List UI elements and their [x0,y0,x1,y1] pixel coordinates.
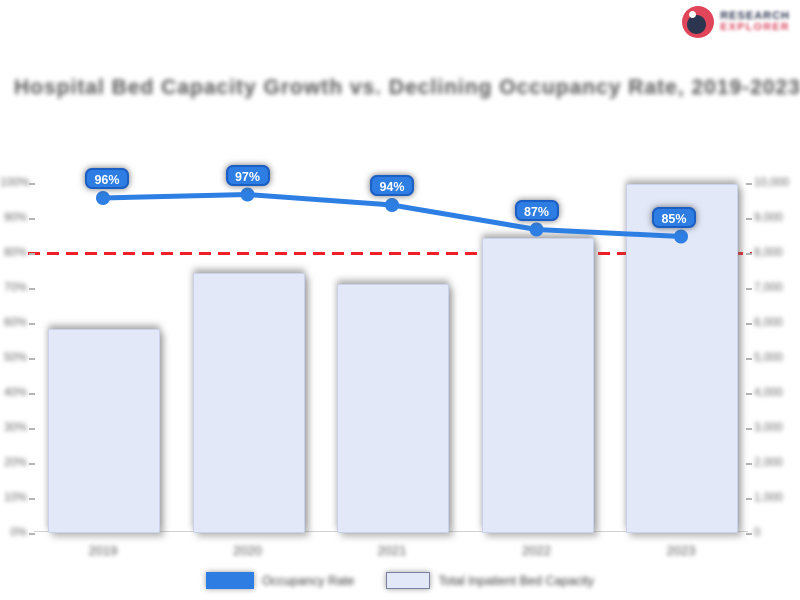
y-axis-label-right: 5,000 [754,352,783,364]
y-axis-label-right: 7,000 [754,282,783,294]
brand-logo: RESEARCH EXPLORER [682,6,790,38]
bar [48,329,160,533]
y-axis-tick-left [29,323,35,325]
y-axis-label-left: 80% [3,247,27,259]
y-axis-label-left: 0% [10,527,27,539]
chart-title: Hospital Bed Capacity Growth vs. Declini… [14,76,800,99]
y-axis-label-left: 40% [3,387,27,399]
y-axis-tick-left [29,428,35,430]
y-axis-label-right: 10,000 [754,177,790,189]
line-point-marker [385,198,399,212]
y-axis-label-left: 70% [3,282,27,294]
legend-label: Total Inpatient Bed Capacity [438,573,595,588]
y-axis-label-left: 10% [3,492,27,504]
threshold-line [28,252,752,255]
legend-item: Occupancy Rate [205,572,355,589]
line-point-marker [529,222,544,237]
y-axis-label-right: 8,000 [754,247,783,259]
logo-wordmark: RESEARCH EXPLORER [720,9,790,34]
y-axis-label-right: 1,000 [754,492,783,504]
x-axis-label: 2023 [666,543,696,558]
y-axis-tick-right [746,183,752,185]
logo-wordmark-line2: EXPLORER [720,21,790,34]
legend-swatch [205,572,254,589]
bar [626,184,738,533]
legend-swatch [386,572,431,589]
logo-dot-shape [689,11,697,18]
y-axis-tick-left [29,393,35,395]
data-point-badge: 85% [652,206,696,228]
y-axis-label-left: 60% [3,317,27,329]
y-axis-label-right: 3,000 [754,422,783,434]
x-axis-label: 2020 [233,543,262,558]
y-axis-label-right: 6,000 [754,317,783,329]
y-axis-label-left: 20% [3,457,27,469]
logo-wordmark-line1: RESEARCH [720,9,790,22]
bar [337,283,449,533]
logo-core-shape [687,15,707,34]
y-axis-tick-left [29,463,35,465]
y-axis-label-left: 90% [3,212,27,224]
x-axis-label: 2022 [522,543,551,558]
y-axis-label-left: 30% [3,422,27,434]
y-axis-tick-right [746,288,752,290]
y-axis-label-left: 100% [0,177,30,189]
y-axis-tick-right [746,463,752,465]
y-axis-label-right: 2,000 [754,457,783,469]
donut-chart-logo-icon [682,6,715,38]
line-point-marker [240,187,255,202]
data-point-badge: 97% [225,164,270,186]
y-axis-label-left: 50% [3,352,27,364]
y-axis-label-right: 9,000 [754,212,783,224]
chart-legend: Occupancy Rate Total Inpatient Bed Capaci… [0,572,800,589]
y-axis-tick-right [746,253,752,255]
y-axis-tick-right [746,498,752,500]
y-axis-tick-right [746,393,752,395]
y-axis-tick-left [29,533,35,535]
y-axis-tick-right [746,428,752,430]
occupancy-line [100,192,684,239]
y-axis-tick-right [746,358,752,360]
data-point-badge: 87% [514,199,559,221]
y-axis-tick-right [746,218,752,220]
x-axis-label: 2019 [88,543,118,558]
x-axis-label: 2021 [377,543,407,558]
y-axis-tick-left [29,218,35,220]
legend-item: Total Inpatient Bed Capacity [386,572,594,589]
y-axis-tick-left [29,358,35,360]
y-axis-tick-right [746,323,752,325]
data-point-badge: 96% [85,168,129,189]
legend-label: Occupancy Rate [261,573,355,588]
y-axis-tick-left [29,288,35,290]
bar [192,273,305,533]
line-point-marker [96,191,110,205]
y-axis-tick-right [746,533,752,535]
y-axis-tick-left [29,183,35,185]
y-axis-tick-left [29,498,35,500]
y-axis-label-right: 0 [754,527,761,539]
y-axis-tick-left [29,253,35,255]
data-point-badge: 94% [370,175,414,196]
bar [481,238,594,533]
y-axis-label-right: 4,000 [754,387,783,399]
